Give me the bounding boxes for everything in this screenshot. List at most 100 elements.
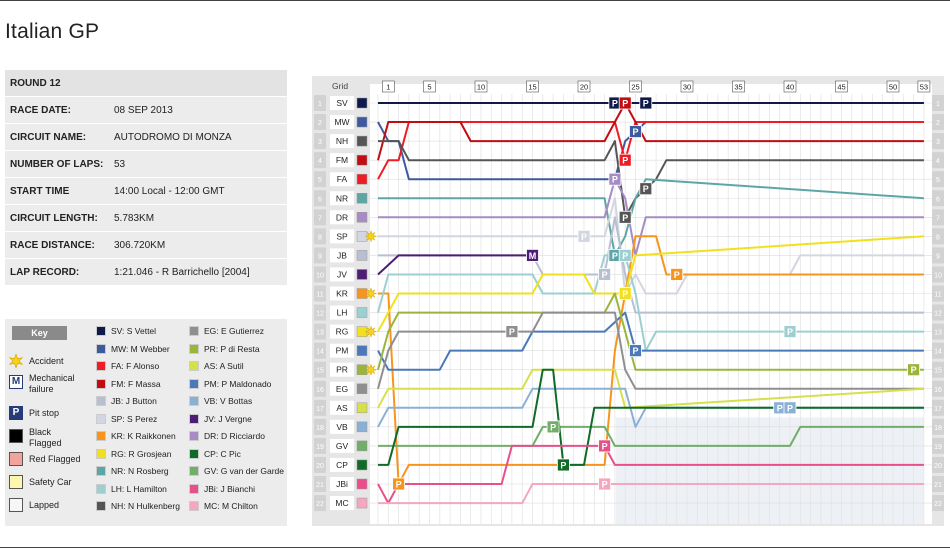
- position-number-right: 6: [936, 196, 940, 203]
- lap-tick-label: 5: [427, 83, 431, 92]
- driver-key-entry: GV: G van der Garde: [189, 466, 284, 476]
- driver-key-label: JBi: J Bianchi: [204, 483, 256, 494]
- position-number-left: 4: [318, 158, 322, 165]
- grid-label-bg: [330, 381, 354, 396]
- driver-color-swatch: [189, 413, 199, 424]
- pit-stop-marker: [598, 268, 612, 281]
- lapped-area: [615, 417, 924, 524]
- pit-stop-marker: [783, 325, 797, 339]
- info-value: 53: [114, 158, 126, 170]
- page-title: Italian GP: [5, 20, 100, 43]
- grid-label-bg: [330, 343, 354, 358]
- lap-tick-label: 40: [786, 83, 794, 92]
- position-number-right: 17: [934, 406, 942, 413]
- driver-key-entry: CP: C Pic: [189, 448, 241, 459]
- info-label: ROUND 12: [10, 77, 61, 89]
- info-label: LAP RECORD:: [10, 266, 80, 278]
- position-number-right: 2: [936, 120, 940, 127]
- position-number-bg: [314, 171, 326, 188]
- driver-key-label: GV: G van der Garde: [204, 466, 284, 476]
- grid-driver-swatch: [356, 307, 368, 318]
- pit-stop-letter: P: [622, 213, 628, 223]
- driver-key-entry: LH: L Hamilton: [96, 483, 167, 494]
- bottom-rule: [0, 547, 950, 548]
- pit-stop-letter: P: [643, 99, 649, 109]
- lap-tick-box: [526, 80, 539, 93]
- info-row: CIRCUIT NAME: AUTODROMO DI MONZA: [5, 124, 287, 151]
- lap-tick-label: 1: [386, 83, 390, 92]
- driver-color-swatch: [189, 483, 199, 494]
- lap-tick-label: 53: [920, 83, 928, 92]
- black-flag-icon: [9, 429, 23, 443]
- driver-key-label: FM: F Massa: [111, 378, 161, 389]
- accident-icon: [364, 287, 378, 300]
- position-number-right: 16: [934, 387, 942, 394]
- position-number-bg: [314, 152, 326, 169]
- info-label: START TIME: [10, 185, 70, 197]
- position-number-bg: [932, 456, 944, 473]
- position-number-bg: [314, 133, 326, 150]
- grid-driver-label: PM: [336, 346, 349, 356]
- position-number-bg: [314, 95, 326, 111]
- lap-tick-box: [474, 80, 488, 93]
- position-number-bg: [932, 171, 944, 188]
- position-number-left: 5: [318, 177, 322, 184]
- info-row: START TIME 14:00 Local - 12:00 GMT: [5, 178, 287, 205]
- pit-stop-letter: P: [787, 327, 793, 337]
- position-number-bg: [314, 323, 326, 340]
- position-number-bg: [932, 342, 944, 359]
- driver-color-swatch: [96, 326, 106, 336]
- info-row: RACE DATE: 08 SEP 2013: [5, 97, 287, 124]
- pit-stop-letter: P: [612, 251, 618, 261]
- pit-stop-letter: P: [777, 403, 783, 413]
- position-number-bg: [932, 228, 944, 245]
- pit-stop-letter: P: [911, 365, 917, 375]
- lap-tick-box: [629, 80, 642, 93]
- grid-driver-swatch: [356, 269, 368, 280]
- grid-driver-swatch: [356, 154, 368, 166]
- position-number-bg: [932, 361, 944, 378]
- position-number-bg: [314, 285, 326, 302]
- key-symbol-label: Pit stop: [29, 408, 60, 418]
- position-number-left: 13: [316, 330, 324, 337]
- driver-key-label: SV: S Vettel: [111, 326, 157, 336]
- grid-driver-swatch: [356, 250, 368, 261]
- grid-driver-label: NR: [336, 193, 348, 203]
- series-line-fa: [377, 121, 924, 180]
- series-line-as: [377, 368, 924, 409]
- info-label: NUMBER OF LAPS:: [10, 158, 104, 170]
- position-number-bg: [932, 190, 944, 207]
- driver-key-label: SP: S Perez: [111, 413, 158, 424]
- info-row: ROUND 12: [5, 70, 287, 97]
- position-number-bg: [932, 247, 944, 264]
- position-number-bg: [314, 495, 326, 512]
- driver-key-label: PR: P di Resta: [204, 343, 260, 354]
- pit-stop-marker: [618, 210, 632, 224]
- position-number-bg: [932, 285, 944, 302]
- driver-color-swatch: [96, 396, 106, 406]
- pit-stop-letter: P: [622, 99, 628, 109]
- pit-stop-marker: [556, 458, 570, 472]
- driver-color-swatch: [189, 378, 199, 389]
- driver-key-entry: JBi: J Bianchi: [189, 483, 256, 494]
- pit-stop-letter: P: [509, 327, 515, 337]
- lap-tick-label: 10: [477, 83, 485, 92]
- info-row: CIRCUIT LENGTH: 5.783KM: [5, 205, 287, 232]
- pit-stop-marker: [639, 96, 653, 110]
- driver-key-entry: RG: R Grosjean: [96, 448, 171, 459]
- driver-key-label: CP: C Pic: [204, 448, 241, 459]
- grid-driver-swatch: [356, 383, 368, 394]
- key-symbol-label: Lapped: [29, 500, 60, 510]
- pit-stop-letter: P: [622, 251, 628, 261]
- grid-driver-label: DR: [336, 212, 348, 222]
- grid-driver-label: FA: [337, 174, 348, 184]
- driver-key-label: NR: N Rosberg: [111, 466, 169, 476]
- position-number-left: 2: [318, 120, 322, 127]
- driver-key-entry: PM: P Maldonado: [189, 378, 271, 389]
- driver-key-label: KR: K Raikkonen: [111, 431, 176, 441]
- key-symbol-label: Black Flagged: [29, 427, 62, 448]
- pit-stop-letter: P: [550, 422, 556, 432]
- info-value: 5.783KM: [114, 212, 155, 224]
- driver-color-swatch: [96, 343, 106, 354]
- driver-key-entry: NR: N Rosberg: [96, 466, 169, 476]
